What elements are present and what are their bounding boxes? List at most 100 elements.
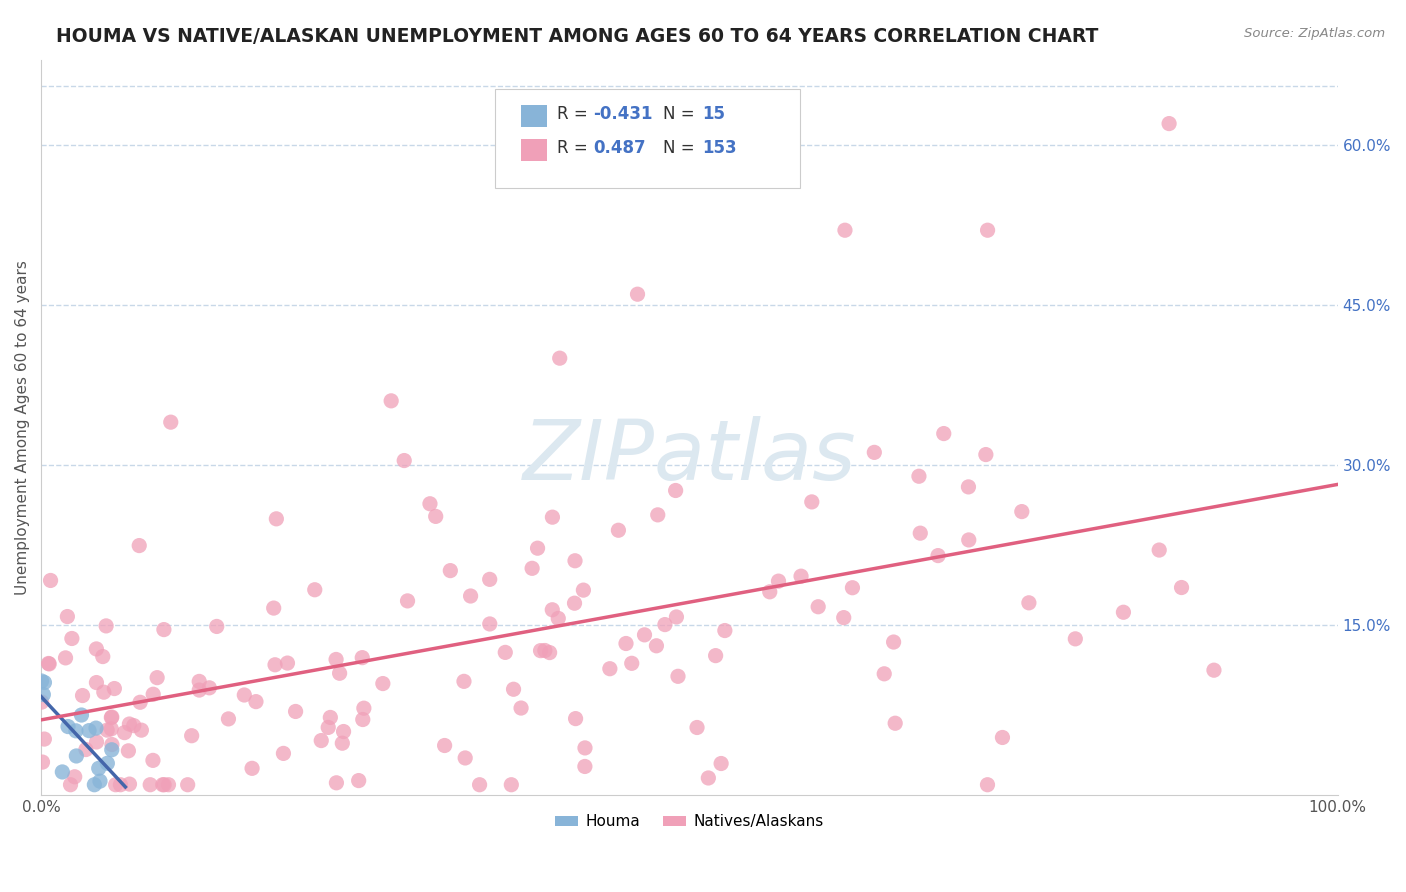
Point — [976, 778, 998, 792]
Point — [100, 743, 122, 757]
Point — [832, 610, 855, 624]
Point — [86, 735, 108, 749]
Point — [332, 724, 354, 739]
Point — [927, 549, 949, 563]
Text: 153: 153 — [703, 139, 737, 157]
Point — [55, 651, 77, 665]
Point — [159, 415, 181, 429]
Legend: Houma, Natives/Alaskans: Houma, Natives/Alaskans — [548, 808, 830, 836]
Text: 15: 15 — [703, 105, 725, 123]
Point — [37, 657, 59, 671]
Point — [460, 589, 482, 603]
Point — [89, 774, 111, 789]
Point — [574, 740, 596, 755]
Text: 0.487: 0.487 — [593, 139, 645, 157]
Point — [325, 652, 347, 666]
Point — [910, 526, 932, 541]
Point — [87, 761, 110, 775]
Point — [142, 687, 165, 701]
Point — [1202, 663, 1225, 677]
Point — [114, 725, 136, 739]
Point — [1159, 117, 1181, 131]
Point — [534, 643, 557, 657]
Point — [957, 480, 980, 494]
Point — [96, 723, 118, 738]
Point — [146, 671, 169, 685]
Point — [86, 642, 108, 657]
Point — [84, 721, 107, 735]
Point — [129, 695, 152, 709]
Point — [56, 720, 79, 734]
Point — [329, 666, 352, 681]
Point — [790, 569, 813, 583]
Text: N =: N = — [664, 139, 700, 157]
Point — [31, 695, 53, 709]
Point — [198, 681, 221, 695]
Point — [131, 723, 153, 738]
Point — [63, 770, 86, 784]
Point — [65, 723, 87, 738]
Point — [1018, 596, 1040, 610]
Point — [666, 669, 689, 683]
Point — [884, 716, 907, 731]
Point — [863, 445, 886, 459]
Point — [529, 643, 551, 657]
Point — [454, 751, 477, 765]
Point — [118, 777, 141, 791]
Point — [468, 778, 491, 792]
Point — [548, 351, 571, 366]
Point — [510, 701, 533, 715]
Text: N =: N = — [664, 105, 700, 123]
Point — [245, 695, 267, 709]
Point — [70, 708, 93, 723]
Point — [103, 681, 125, 696]
Point — [453, 674, 475, 689]
Point — [101, 738, 124, 752]
Point — [607, 523, 630, 537]
Point — [122, 718, 145, 732]
Point — [86, 675, 108, 690]
Point — [304, 582, 326, 597]
Point — [834, 223, 856, 237]
Point — [39, 574, 62, 588]
Point — [478, 616, 501, 631]
Point — [572, 583, 595, 598]
Text: HOUMA VS NATIVE/ALASKAN UNEMPLOYMENT AMONG AGES 60 TO 64 YEARS CORRELATION CHART: HOUMA VS NATIVE/ALASKAN UNEMPLOYMENT AMO… — [56, 27, 1098, 45]
Point — [599, 662, 621, 676]
Point — [564, 596, 586, 610]
Point — [957, 533, 980, 547]
Point — [626, 287, 648, 301]
Point — [100, 710, 122, 724]
Point — [1170, 581, 1192, 595]
Point — [478, 573, 501, 587]
Point — [800, 495, 823, 509]
Point — [1112, 605, 1135, 619]
Point — [59, 778, 82, 792]
Point — [128, 539, 150, 553]
Point — [273, 747, 295, 761]
Point — [697, 771, 720, 785]
Point — [104, 778, 127, 792]
Point — [439, 564, 461, 578]
Point — [620, 657, 643, 671]
Point — [908, 469, 931, 483]
Point — [101, 710, 124, 724]
Point — [538, 646, 561, 660]
Point — [526, 541, 548, 556]
Point — [433, 739, 456, 753]
FancyBboxPatch shape — [520, 105, 547, 128]
Point — [645, 639, 668, 653]
Point — [352, 713, 374, 727]
Point — [419, 497, 441, 511]
Point — [392, 453, 415, 467]
Point — [176, 778, 198, 792]
Point — [60, 632, 83, 646]
Point — [564, 554, 586, 568]
Point — [100, 722, 122, 736]
Point — [77, 723, 100, 738]
Point — [974, 448, 997, 462]
Point — [264, 657, 287, 672]
Point — [520, 561, 543, 575]
Point — [110, 778, 132, 792]
Point — [501, 778, 523, 792]
